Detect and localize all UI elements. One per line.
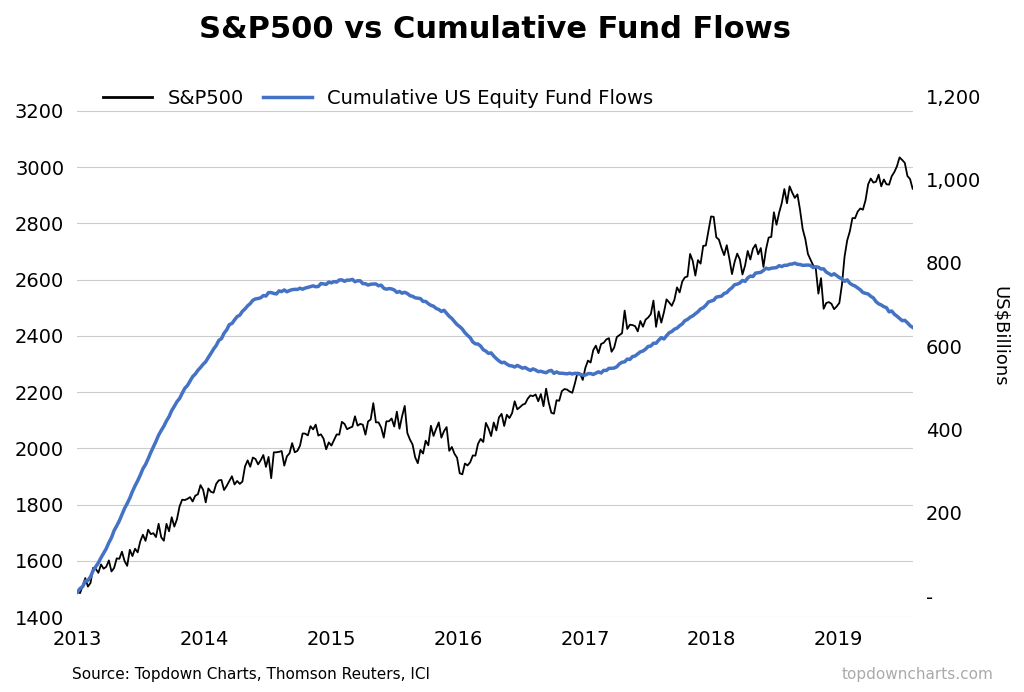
Text: Source: Topdown Charts, Thomson Reuters, ICI: Source: Topdown Charts, Thomson Reuters,…	[72, 666, 430, 682]
Title: S&P500 vs Cumulative Fund Flows: S&P500 vs Cumulative Fund Flows	[199, 15, 792, 44]
Text: topdowncharts.com: topdowncharts.com	[842, 666, 993, 682]
Y-axis label: US$Billions: US$Billions	[991, 286, 1009, 386]
Legend: S&P500, Cumulative US Equity Fund Flows: S&P500, Cumulative US Equity Fund Flows	[95, 81, 662, 116]
